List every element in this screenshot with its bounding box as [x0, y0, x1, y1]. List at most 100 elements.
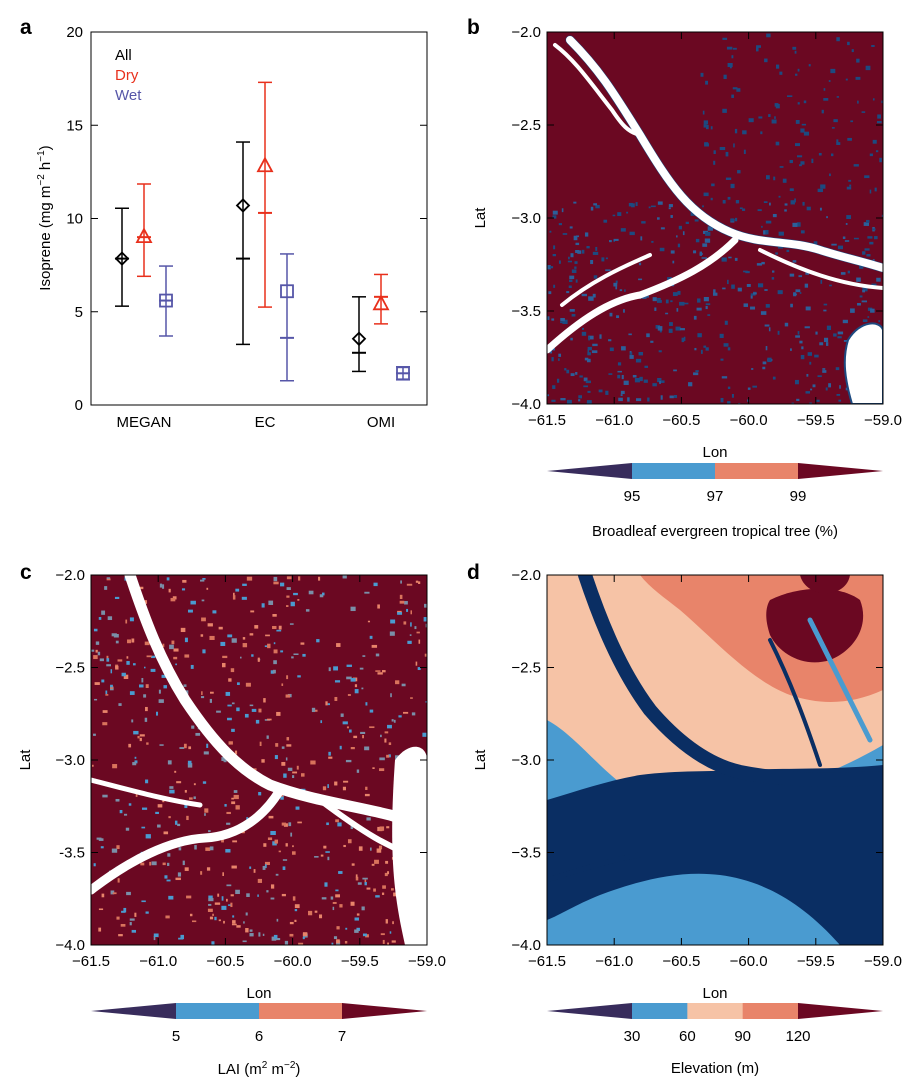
- speckle-cell: [151, 861, 157, 866]
- speckle-cell: [815, 331, 818, 335]
- speckle-cell: [129, 918, 135, 921]
- speckle-cell: [257, 657, 260, 662]
- speckle-cell: [273, 642, 276, 645]
- speckle-cell: [273, 576, 278, 582]
- speckle-cell: [253, 869, 256, 873]
- speckle-cell: [668, 328, 673, 333]
- panel-b-river-channel: [553, 43, 642, 137]
- panel-b-tributary-west: [560, 253, 652, 307]
- speckle-cell: [876, 121, 882, 124]
- colorbar-extend-high: [798, 1003, 883, 1019]
- speckle-cell: [296, 765, 299, 770]
- speckle-cell: [875, 150, 879, 153]
- speckle-cell: [272, 614, 277, 617]
- speckle-cell: [354, 929, 359, 933]
- speckle-cell: [731, 393, 734, 398]
- x-tick-label: MEGAN: [116, 414, 171, 431]
- panel-c-map: −61.5 −61.0 −60.5 −60.0 −59.5 −59.0 −2.0 −2.5 −3…: [17, 567, 446, 1078]
- speckle-cell: [202, 577, 206, 580]
- speckle-cell: [166, 879, 171, 882]
- x-tick-label: −61.5: [528, 412, 566, 429]
- speckle-cell: [194, 845, 197, 850]
- speckle-cell: [549, 230, 552, 233]
- speckle-cell: [94, 682, 100, 685]
- speckle-cell: [683, 336, 686, 341]
- speckle-cell: [794, 50, 797, 54]
- speckle-cell: [713, 160, 716, 165]
- speckle-cell: [290, 601, 295, 607]
- speckle-cell: [779, 166, 784, 168]
- speckle-cell: [374, 859, 379, 864]
- speckle-cell: [648, 206, 651, 209]
- speckle-cell: [710, 197, 713, 201]
- speckle-cell: [135, 793, 138, 797]
- speckle-cell: [201, 599, 205, 602]
- speckle-cell: [212, 913, 214, 916]
- panel-c-lake-east: [392, 746, 427, 945]
- speckle-cell: [110, 669, 113, 674]
- speckle-cell: [121, 910, 126, 913]
- speckle-cell: [278, 850, 281, 853]
- speckle-cell: [823, 88, 826, 91]
- speckle-cell: [845, 387, 848, 391]
- speckle-cell: [252, 768, 257, 771]
- speckle-cell: [668, 207, 671, 210]
- x-tick-label: −60.0: [730, 412, 768, 429]
- speckle-cell: [603, 219, 608, 223]
- speckle-cell: [286, 587, 291, 590]
- speckle-cell: [800, 161, 805, 165]
- speckle-cell: [326, 822, 329, 826]
- speckle-cell: [191, 920, 197, 923]
- speckle-cell: [581, 293, 587, 297]
- speckle-cell: [800, 128, 805, 133]
- speckle-cell: [210, 691, 214, 694]
- speckle-cell: [270, 884, 275, 889]
- speckle-cell: [817, 375, 822, 378]
- speckle-cell: [204, 808, 209, 813]
- speckle-cell: [120, 923, 126, 927]
- speckle-cell: [141, 826, 146, 829]
- speckle-cell: [790, 348, 792, 351]
- speckle-cell: [722, 37, 728, 40]
- speckle-cell: [839, 385, 841, 389]
- speckle-cell: [328, 756, 333, 759]
- speckle-cell: [302, 932, 308, 937]
- speckle-cell: [186, 895, 192, 899]
- speckle-cell: [814, 354, 819, 358]
- speckle-cell: [573, 235, 578, 241]
- speckle-cell: [861, 300, 868, 303]
- speckle-cell: [586, 358, 591, 363]
- speckle-cell: [187, 760, 192, 765]
- speckle-cell: [110, 890, 115, 895]
- speckle-cell: [872, 228, 876, 231]
- speckle-cell: [699, 251, 703, 256]
- speckle-cell: [389, 631, 395, 636]
- speckle-cell: [704, 238, 711, 243]
- speckle-cell: [796, 398, 800, 402]
- speckle-cell: [771, 277, 775, 280]
- speckle-cell: [365, 786, 368, 791]
- speckle-cell: [793, 293, 797, 296]
- speckle-cell: [574, 266, 577, 269]
- mean-point-diamond: [235, 198, 251, 213]
- speckle-cell: [276, 938, 281, 941]
- speckle-cell: [298, 942, 304, 945]
- speckle-cell: [672, 260, 675, 264]
- speckle-cell: [218, 626, 223, 630]
- speckle-cell: [800, 230, 805, 234]
- speckle-cell: [112, 764, 118, 769]
- speckle-cell: [568, 256, 570, 260]
- speckle-cell: [169, 644, 174, 650]
- speckle-cell: [297, 821, 302, 824]
- speckle-cell: [344, 940, 348, 944]
- speckle-cell: [592, 343, 598, 347]
- speckle-cell: [569, 309, 575, 312]
- speckle-cell: [282, 866, 286, 870]
- speckle-cell: [690, 211, 695, 216]
- speckle-cell: [850, 308, 855, 313]
- speckle-cell: [239, 656, 242, 659]
- speckle-cell: [617, 374, 621, 379]
- speckle-cell: [400, 580, 402, 584]
- speckle-cell: [847, 41, 850, 46]
- speckle-cell: [628, 202, 633, 207]
